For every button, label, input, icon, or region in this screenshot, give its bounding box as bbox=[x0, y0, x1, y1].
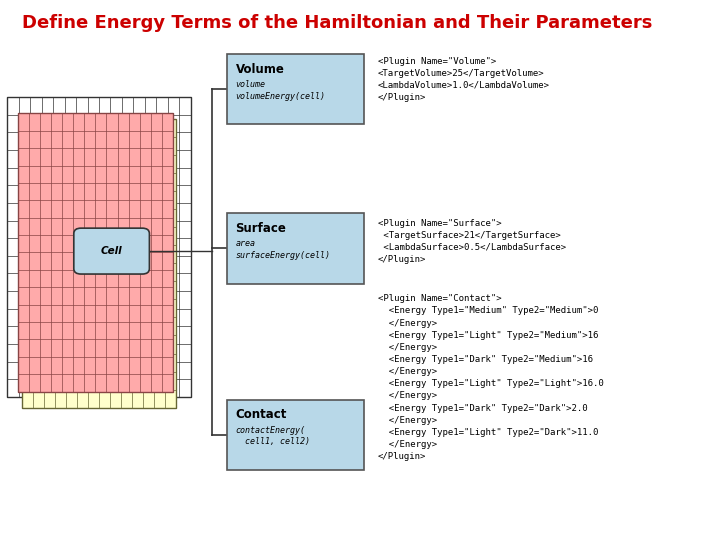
FancyBboxPatch shape bbox=[73, 228, 150, 274]
Text: Define Energy Terms of the Hamiltonian and Their Parameters: Define Energy Terms of the Hamiltonian a… bbox=[22, 14, 652, 31]
FancyBboxPatch shape bbox=[227, 400, 364, 470]
Text: area
surfaceEnergy(cell): area surfaceEnergy(cell) bbox=[235, 239, 330, 260]
Text: Contact: Contact bbox=[235, 408, 287, 421]
FancyBboxPatch shape bbox=[7, 97, 191, 397]
FancyBboxPatch shape bbox=[18, 113, 173, 392]
Text: <Plugin Name="Surface">
 <TargetSurface>21</TargetSurface>
 <LambdaSurface>0.5</: <Plugin Name="Surface"> <TargetSurface>2… bbox=[378, 219, 566, 264]
Text: volume
volumeEnergy(cell): volume volumeEnergy(cell) bbox=[235, 80, 325, 101]
Text: Surface: Surface bbox=[235, 222, 287, 235]
Text: <Plugin Name="Volume">
<TargetVolume>25</TargetVolume>
<LambdaVolume>1.0</Lambda: <Plugin Name="Volume"> <TargetVolume>25<… bbox=[378, 57, 550, 102]
Text: Cell: Cell bbox=[101, 246, 122, 256]
FancyBboxPatch shape bbox=[22, 119, 176, 408]
Text: Volume: Volume bbox=[235, 63, 284, 76]
FancyBboxPatch shape bbox=[227, 213, 364, 284]
Text: contactEnergy(
  cell1, cell2): contactEnergy( cell1, cell2) bbox=[235, 426, 310, 447]
FancyBboxPatch shape bbox=[227, 54, 364, 124]
Text: <Plugin Name="Contact">
  <Energy Type1="Medium" Type2="Medium">0
  </Energy>
  : <Plugin Name="Contact"> <Energy Type1="M… bbox=[378, 294, 604, 461]
